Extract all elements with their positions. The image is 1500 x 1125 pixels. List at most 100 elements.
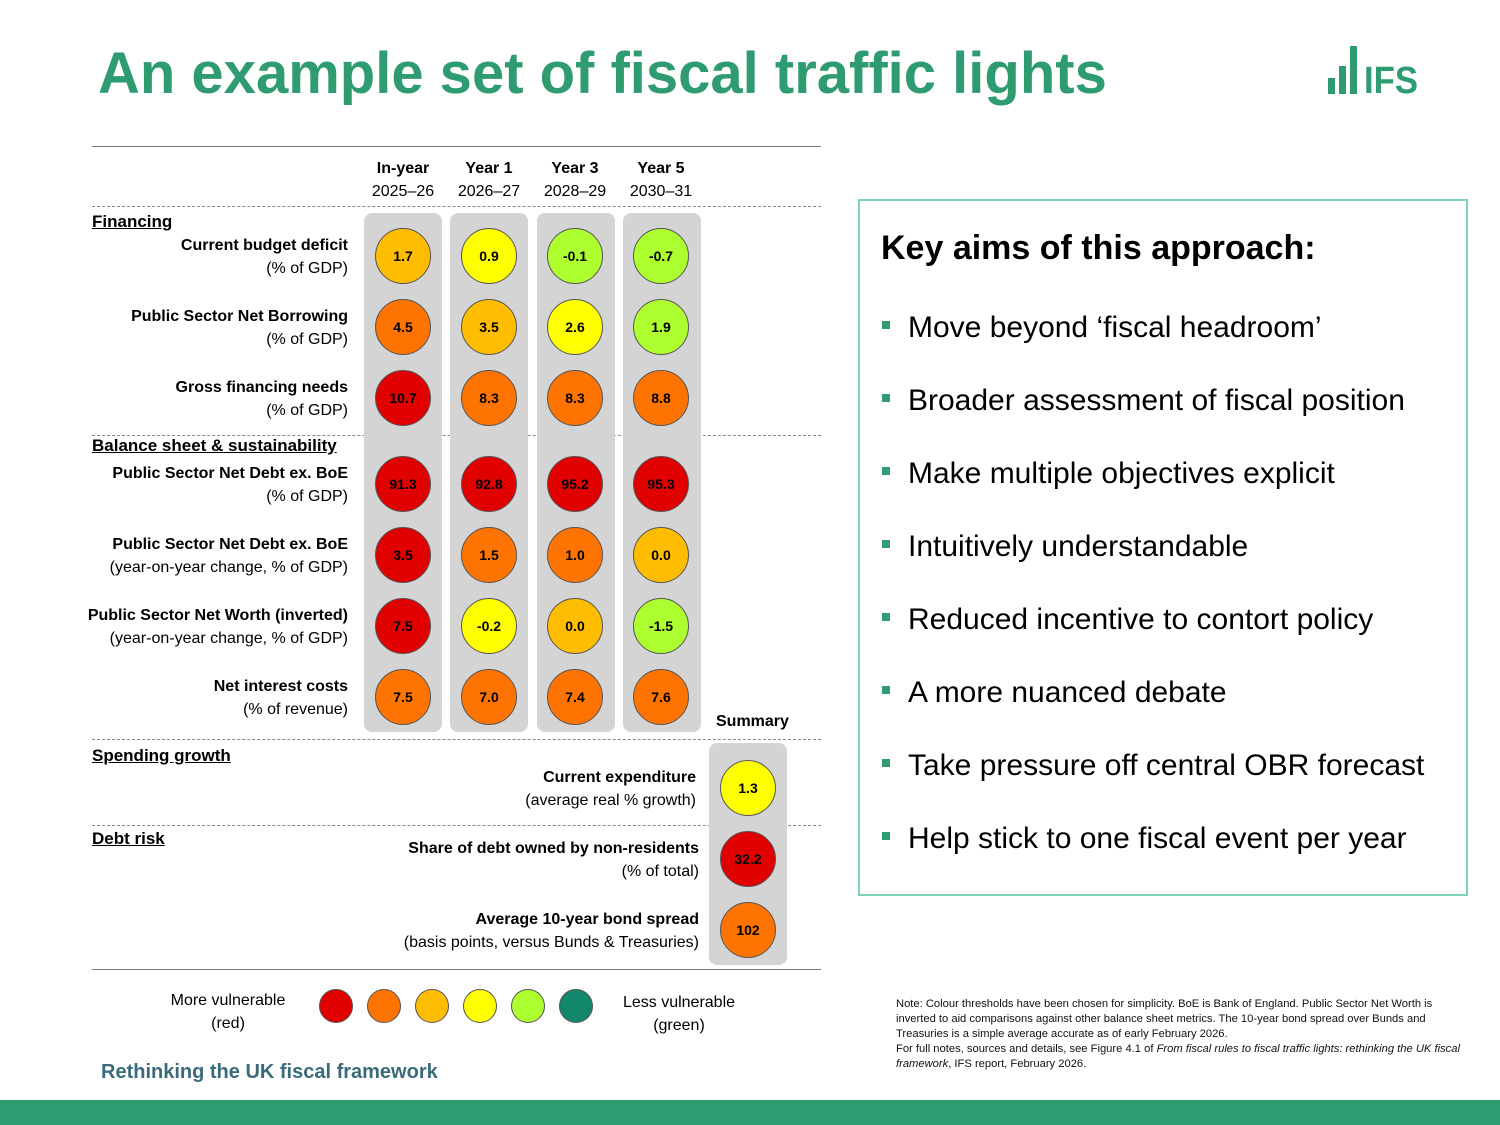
traffic-light-amber: 0.0: [547, 598, 603, 654]
metric-name: Public Sector Net Debt ex. BoE: [112, 536, 348, 553]
bullet-square-icon: [882, 832, 890, 841]
traffic-light-red: 95.2: [547, 456, 603, 512]
summary-heading: Summary: [716, 713, 789, 730]
traffic-light-amber: 1.7: [375, 228, 431, 284]
key-aims-panel: Key aims of this approach: Move beyond ‘…: [858, 199, 1468, 896]
svg-text:IFS: IFS: [1364, 60, 1418, 96]
metric-name: Public Sector Net Borrowing: [131, 308, 348, 325]
metric-unit: (average real % growth): [525, 792, 696, 809]
aim-text: Help stick to one fiscal event per year: [908, 822, 1407, 855]
footer-bar: [0, 1100, 1500, 1125]
section-financing: Financing: [92, 212, 173, 231]
metric-unit: (% of GDP): [266, 402, 348, 419]
aim-item: A more nuanced debate: [882, 676, 1227, 710]
legend-less-vulnerable: Less vulnerable (green): [609, 991, 749, 1037]
section-spending-growth: Spending growth: [92, 746, 231, 765]
column-header: Year 1 2026–27: [446, 157, 532, 203]
legend-swatch-amber: [415, 989, 449, 1023]
row-label: Public Sector Net Worth (inverted) (year-…: [88, 604, 348, 650]
traffic-light-yellow: 0.9: [461, 228, 517, 284]
column-header: In-year 2025–26: [360, 157, 446, 203]
section-balance-sheet: Balance sheet & sustainability: [92, 436, 337, 455]
bullet-square-icon: [882, 467, 890, 476]
column-header: Year 3 2028–29: [532, 157, 618, 203]
divider: [92, 206, 821, 207]
traffic-light-orange: 7.0: [461, 669, 517, 725]
traffic-light-orange: 7.4: [547, 669, 603, 725]
metric-name: Public Sector Net Worth (inverted): [87, 607, 348, 624]
traffic-light-orange: 7.6: [633, 669, 689, 725]
traffic-light-lime: -1.5: [633, 598, 689, 654]
traffic-light-red: 92.8: [461, 456, 517, 512]
legend-right-sub: (green): [653, 1017, 705, 1034]
traffic-light-orange: 102: [720, 902, 776, 958]
traffic-light-orange: 8.3: [547, 370, 603, 426]
traffic-light-red: 7.5: [375, 598, 431, 654]
aim-item: Take pressure off central OBR forecast: [882, 749, 1424, 783]
metric-unit: (% of total): [621, 863, 699, 880]
ifs-logo: IFS: [1328, 46, 1418, 96]
column-name: In-year: [376, 160, 430, 177]
traffic-light-amber: 3.5: [461, 299, 517, 355]
row-label: Public Sector Net Debt ex. BoE (% of GDP): [112, 462, 348, 508]
legend-swatch-green: [559, 989, 593, 1023]
row-label: Gross financing needs (% of GDP): [176, 376, 348, 422]
traffic-light-yellow: 2.6: [547, 299, 603, 355]
summary-row-label: Average 10-year bond spread (basis points…: [404, 908, 699, 954]
aim-text: Move beyond ‘fiscal headroom’: [908, 311, 1322, 344]
aim-item: Intuitively understandable: [882, 530, 1248, 564]
legend-right-label: Less vulnerable: [622, 994, 736, 1011]
aim-item: Reduced incentive to contort policy: [882, 603, 1373, 637]
traffic-light-red: 95.3: [633, 456, 689, 512]
bullet-square-icon: [882, 540, 890, 549]
column-years: 2026–27: [457, 183, 521, 200]
legend-swatch-red: [319, 989, 353, 1023]
table-bottom-rule: [92, 969, 821, 970]
table-top-rule: [92, 146, 821, 147]
legend-more-vulnerable: More vulnerable (red): [158, 989, 298, 1035]
note-source-post: , IFS report, February 2026.: [948, 1058, 1087, 1070]
metric-unit: (% of GDP): [266, 331, 348, 348]
row-label: Public Sector Net Borrowing (% of GDP): [131, 305, 348, 351]
traffic-light-red: 91.3: [375, 456, 431, 512]
column-name: Year 3: [551, 160, 599, 177]
metric-unit: (% of GDP): [266, 260, 348, 277]
legend-left-label: More vulnerable: [170, 992, 286, 1009]
column-years: 2025–26: [371, 183, 435, 200]
column-header: Year 5 2030–31: [618, 157, 704, 203]
traffic-light-lime: 1.9: [633, 299, 689, 355]
metric-name: Share of debt owned by non-residents: [408, 840, 699, 857]
aim-text: Intuitively understandable: [908, 530, 1249, 563]
summary-row-label: Current expenditure (average real % growt…: [525, 766, 696, 812]
traffic-light-red: 10.7: [375, 370, 431, 426]
traffic-light-orange: 7.5: [375, 669, 431, 725]
metric-unit: (% of GDP): [266, 488, 348, 505]
aim-item: Make multiple objectives explicit: [882, 457, 1335, 491]
aim-item: Move beyond ‘fiscal headroom’: [882, 311, 1322, 345]
metric-unit: (% of revenue): [243, 701, 348, 718]
aim-item: Broader assessment of fiscal position: [882, 384, 1405, 418]
aim-text: Broader assessment of fiscal position: [908, 384, 1405, 417]
bullet-square-icon: [882, 394, 890, 403]
metric-unit: (year-on-year change, % of GDP): [109, 630, 348, 647]
aim-text: Make multiple objectives explicit: [908, 457, 1335, 490]
metric-name: Public Sector Net Debt ex. BoE: [112, 465, 348, 482]
legend-swatch-lime: [511, 989, 545, 1023]
traffic-light-orange: 1.0: [547, 527, 603, 583]
traffic-light-orange: 1.5: [461, 527, 517, 583]
traffic-light-yellow: 1.3: [720, 760, 776, 816]
traffic-light-orange: 8.3: [461, 370, 517, 426]
note-text: Note: Colour thresholds have been chosen…: [896, 998, 1433, 1040]
aim-text: Take pressure off central OBR forecast: [908, 749, 1425, 782]
row-label: Net interest costs (% of revenue): [214, 675, 348, 721]
row-label: Public Sector Net Debt ex. BoE (year-on-y…: [110, 533, 348, 579]
metric-name: Current budget deficit: [180, 237, 348, 254]
divider: [92, 825, 821, 826]
key-aims-heading: Key aims of this approach:: [881, 229, 1316, 267]
aim-item: Help stick to one fiscal event per year: [882, 822, 1407, 856]
traffic-light-lime: -0.1: [547, 228, 603, 284]
traffic-light-red: 3.5: [375, 527, 431, 583]
legend-left-sub: (red): [211, 1015, 245, 1032]
column-years: 2028–29: [543, 183, 607, 200]
note: Note: Colour thresholds have been chosen…: [896, 997, 1466, 1072]
